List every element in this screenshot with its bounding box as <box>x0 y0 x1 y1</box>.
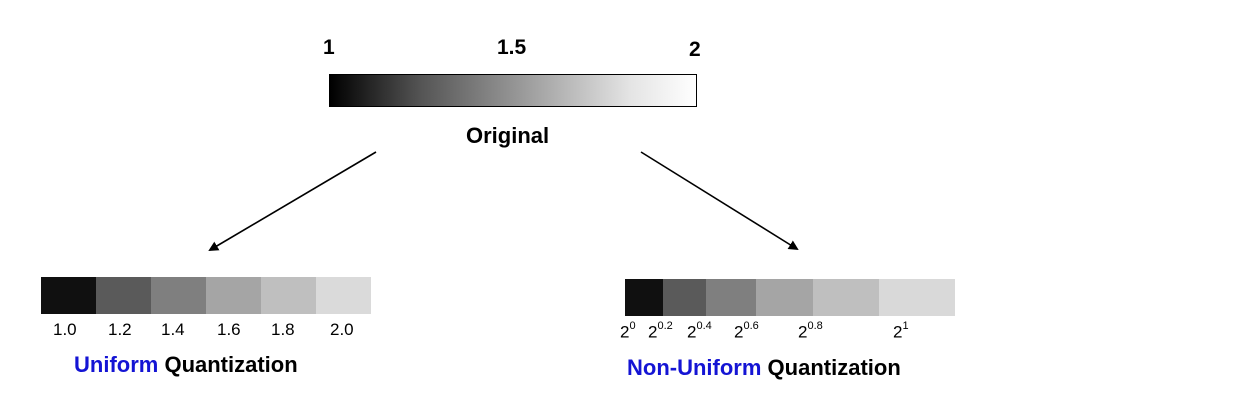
nonuniform-caption-highlight: Non-Uniform <box>627 355 762 380</box>
uniform-label-1-2: 1.2 <box>108 320 132 339</box>
uniform-caption: Uniform Quantization <box>74 352 298 378</box>
uniform-label-2-0: 2.0 <box>330 320 354 339</box>
uniform-label-1-0: 1.0 <box>53 320 77 339</box>
uniform-label-1-8: 1.8 <box>271 320 295 339</box>
uniform-caption-highlight: Uniform <box>74 352 159 377</box>
original-tick-2: 2 <box>689 38 701 61</box>
nonuniform-level-3 <box>706 279 756 316</box>
original-gradient-bar <box>329 74 697 107</box>
uniform-label-1-4: 1.4 <box>161 320 185 339</box>
arrow-to-uniform <box>208 151 377 252</box>
uniform-level-1 <box>41 277 96 314</box>
original-caption: Original <box>466 123 550 148</box>
uniform-level-2 <box>96 277 151 314</box>
nonuniform-label-2-0-4: 20.4 <box>687 320 712 342</box>
uniform-level-3 <box>151 277 206 314</box>
nonuniform-level-5 <box>813 279 880 316</box>
nonuniform-quantization-bar <box>625 279 955 316</box>
uniform-quantization-bar <box>41 277 371 314</box>
uniform-level-4 <box>206 277 261 314</box>
uniform-label-1-6: 1.6 <box>217 320 241 339</box>
nonuniform-caption: Non-Uniform Quantization <box>627 355 901 381</box>
nonuniform-level-2 <box>662 279 707 316</box>
nonuniform-level-6 <box>879 279 955 316</box>
nonuniform-caption-rest: Quantization <box>767 355 901 380</box>
nonuniform-label-2-0-8: 20.8 <box>798 320 823 342</box>
nonuniform-label-2-0: 20 <box>620 320 636 342</box>
uniform-level-6 <box>316 277 371 314</box>
uniform-caption-rest: Quantization <box>164 352 298 377</box>
nonuniform-level-4 <box>756 279 814 316</box>
uniform-level-5 <box>261 277 316 314</box>
original-tick-1: 1 <box>323 36 335 59</box>
nonuniform-label-2-0-2: 20.2 <box>648 320 673 342</box>
nonuniform-level-1 <box>625 279 663 316</box>
nonuniform-label-2-0-6: 20.6 <box>734 320 759 342</box>
original-tick-1-5: 1.5 <box>497 36 527 59</box>
nonuniform-label-2-1: 21 <box>893 320 909 342</box>
arrow-to-nonuniform <box>640 151 799 251</box>
